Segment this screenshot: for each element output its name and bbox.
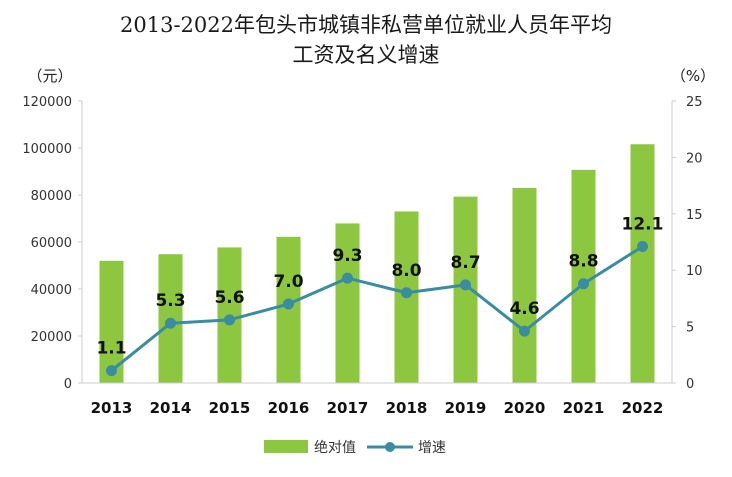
growth-label: 4.6 xyxy=(509,299,539,319)
bar-2017 xyxy=(335,223,360,383)
growth-point-2013 xyxy=(106,365,117,377)
left-tick-label: 120000 xyxy=(22,95,72,110)
x-tick-label: 2018 xyxy=(386,399,428,417)
growth-label: 1.1 xyxy=(96,339,126,359)
right-tick-label: 20 xyxy=(686,151,703,166)
growth-point-2014 xyxy=(165,317,176,329)
legend: 绝对值 增速 xyxy=(264,440,446,456)
x-tick-label: 2013 xyxy=(91,399,133,417)
legend-line-marker xyxy=(385,442,395,452)
growth-point-2017 xyxy=(342,272,353,284)
x-tick-label: 2021 xyxy=(563,399,605,417)
x-tick-label: 2019 xyxy=(445,399,487,417)
left-tick-label: 100000 xyxy=(22,142,72,157)
growth-label: 5.6 xyxy=(214,288,244,308)
right-tick-label: 15 xyxy=(686,208,703,223)
left-tick-label: 80000 xyxy=(31,189,72,204)
growth-point-2020 xyxy=(519,325,530,337)
growth-point-2016 xyxy=(283,298,294,310)
growth-label: 9.3 xyxy=(332,246,362,266)
data-labels: 1.1 5.3 5.6 7.0 9.3 8.0 8.7 4.6 8.8 12.1 xyxy=(96,215,663,359)
x-tick-label: 2014 xyxy=(150,399,192,417)
x-tick-label: 2017 xyxy=(327,399,369,417)
x-tick-label: 2022 xyxy=(622,399,664,417)
left-tick-label: 40000 xyxy=(31,283,72,298)
bar-2016 xyxy=(276,236,301,383)
right-tick-label: 10 xyxy=(686,264,703,279)
growth-point-2022 xyxy=(637,241,648,253)
growth-point-2018 xyxy=(401,287,412,299)
legend-line-label: 增速 xyxy=(418,440,446,456)
growth-label: 8.8 xyxy=(568,252,598,272)
x-tick-label: 2016 xyxy=(268,399,310,417)
bar-series xyxy=(99,144,655,383)
bar-2021 xyxy=(571,169,596,383)
growth-label: 8.0 xyxy=(391,261,421,281)
line-series xyxy=(106,241,648,377)
right-tick-label: 25 xyxy=(686,95,703,110)
x-tick-label: 2020 xyxy=(504,399,546,417)
legend-bar-swatch xyxy=(264,440,308,453)
growth-point-2019 xyxy=(460,279,471,291)
bar-2022 xyxy=(630,144,655,383)
right-tick-label: 0 xyxy=(686,377,694,392)
x-axis: 2013 2014 2015 2016 2017 2018 2019 2020 2021 2022 xyxy=(91,399,664,417)
bar-2020 xyxy=(512,187,537,383)
left-tick-label: 20000 xyxy=(31,330,72,345)
growth-point-2015 xyxy=(224,314,235,326)
right-axis-unit: （%） xyxy=(671,67,715,85)
left-axis: 0 20000 40000 60000 80000 100000 120000 xyxy=(22,95,82,392)
left-tick-label: 0 xyxy=(64,377,72,392)
growth-label: 12.1 xyxy=(622,215,664,235)
growth-label: 8.7 xyxy=(450,253,480,273)
chart-title-line2: 工资及名义增速 xyxy=(293,43,440,67)
left-axis-unit: （元） xyxy=(27,67,72,85)
growth-point-2021 xyxy=(578,278,589,290)
chart-title-line1: 2013-2022年包头市城镇非私营单位就业人员年平均 xyxy=(120,13,612,37)
legend-bar-label: 绝对值 xyxy=(314,440,356,456)
right-tick-label: 5 xyxy=(686,321,694,336)
growth-label: 5.3 xyxy=(155,291,185,311)
left-tick-label: 60000 xyxy=(31,236,72,251)
growth-line xyxy=(110,245,644,372)
x-tick-label: 2015 xyxy=(209,399,251,417)
right-axis: 0 5 10 15 20 25 xyxy=(672,95,703,392)
growth-label: 7.0 xyxy=(273,272,303,292)
